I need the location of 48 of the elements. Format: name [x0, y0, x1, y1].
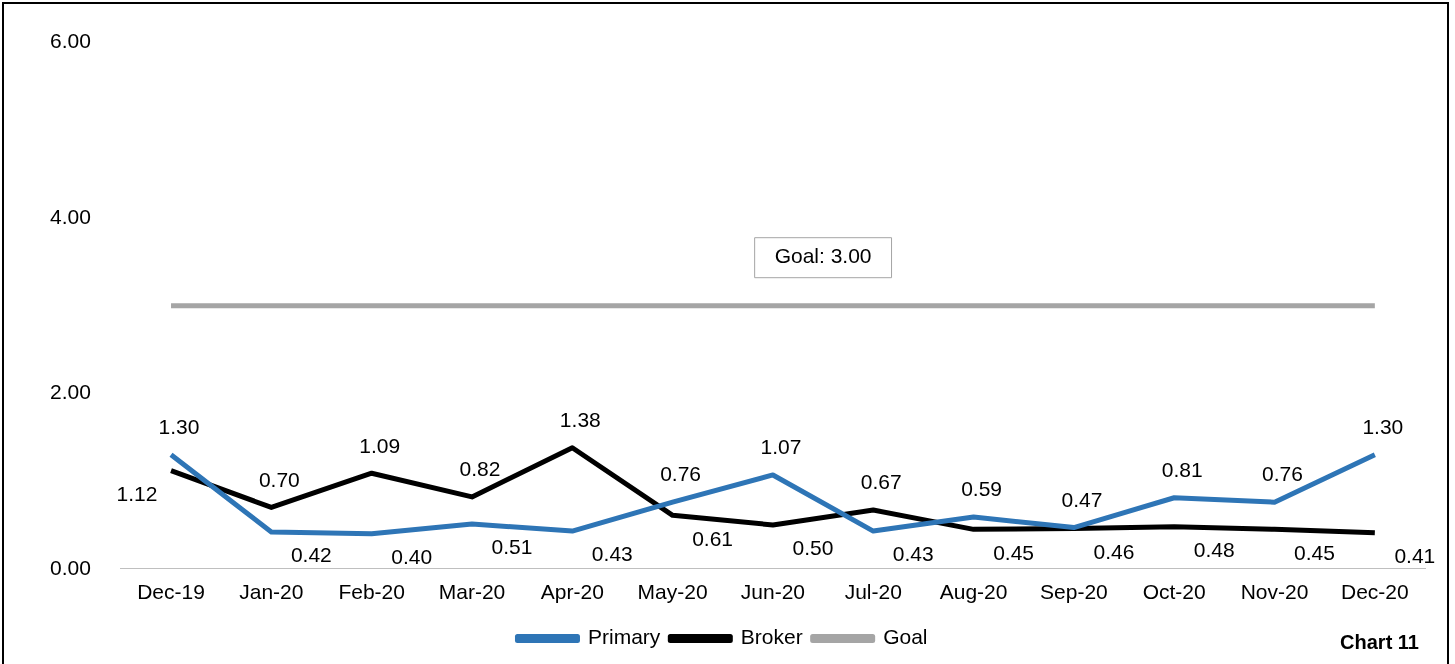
- data-label: 0.46: [1093, 539, 1135, 563]
- y-tick-label: 2.00: [50, 380, 91, 404]
- data-label: 0.41: [1394, 544, 1436, 568]
- legend-label: Goal: [883, 625, 928, 649]
- data-label: 1.09: [359, 433, 401, 457]
- data-label: 1.38: [559, 408, 601, 432]
- data-label: 0.67: [860, 470, 902, 494]
- data-label: 0.59: [961, 477, 1003, 501]
- legend-label: Primary: [587, 625, 661, 649]
- data-label: 0.51: [491, 535, 533, 559]
- x-tick-label: Oct-20: [1142, 580, 1206, 604]
- data-label: 0.61: [692, 526, 734, 550]
- x-tick-label: Dec-20: [1340, 580, 1409, 604]
- x-tick-label: Nov-20: [1240, 580, 1309, 604]
- data-label: 0.76: [660, 462, 702, 486]
- data-label: 1.30: [158, 415, 200, 439]
- data-label: 0.76: [1262, 462, 1303, 486]
- x-tick-label: Jan-20: [239, 580, 304, 604]
- data-label: 0.42: [290, 543, 332, 567]
- legend-label: Broker: [740, 625, 803, 649]
- data-label: 0.45: [993, 540, 1035, 564]
- data-label: 0.48: [1193, 538, 1235, 561]
- data-label: 1.30: [1362, 415, 1404, 439]
- data-label: 0.47: [1061, 487, 1103, 511]
- data-label: 0.81: [1161, 458, 1203, 482]
- x-tick-label: Feb-20: [338, 580, 405, 604]
- x-tick-label: May-20: [637, 580, 708, 604]
- x-tick-label: Dec-19: [137, 580, 205, 604]
- x-tick-label: Jul-20: [844, 580, 902, 604]
- data-label: 0.43: [892, 542, 934, 566]
- data-label: 1.12: [116, 481, 158, 505]
- x-tick-label: Jun-20: [740, 580, 806, 604]
- y-tick-label: 4.00: [50, 204, 91, 228]
- x-tick-label: Sep-20: [1040, 580, 1108, 604]
- data-label: 0.50: [792, 536, 834, 560]
- y-tick-label: 6.00: [50, 29, 91, 53]
- data-label: 0.43: [591, 542, 633, 566]
- annotation: Goal: 3.00: [774, 244, 872, 268]
- x-tick-label: Mar-20: [438, 580, 506, 604]
- x-tick-label: Apr-20: [540, 580, 604, 604]
- data-label: 0.70: [258, 467, 300, 491]
- data-label: 0.45: [1294, 540, 1335, 564]
- data-label: 0.40: [391, 545, 433, 569]
- data-label: 1.07: [760, 435, 802, 459]
- caption: Chart 11: [1340, 631, 1419, 654]
- data-label: 0.82: [459, 457, 501, 481]
- y-tick-label: 0.00: [50, 555, 91, 579]
- x-tick-label: Aug-20: [939, 580, 1008, 604]
